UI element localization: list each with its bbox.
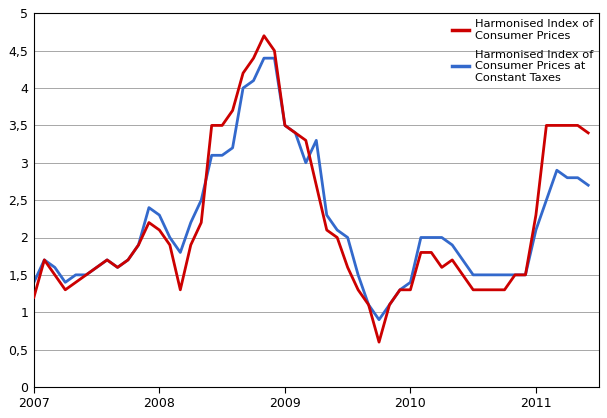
Harmonised Index of
Consumer Prices at
Constant Taxes — [124, 257, 132, 263]
Line: Harmonised Index of
Consumer Prices at
Constant Taxes: Harmonised Index of Consumer Prices at C… — [34, 58, 588, 320]
Harmonised Index of
Consumer Prices at
Constant Taxes — [585, 183, 592, 188]
Harmonised Index of
Consumer Prices — [344, 265, 351, 270]
Harmonised Index of
Consumer Prices — [585, 130, 592, 135]
Harmonised Index of
Consumer Prices — [386, 302, 393, 307]
Harmonised Index of
Consumer Prices at
Constant Taxes — [260, 56, 268, 61]
Harmonised Index of
Consumer Prices — [375, 339, 382, 344]
Line: Harmonised Index of
Consumer Prices: Harmonised Index of Consumer Prices — [34, 36, 588, 342]
Harmonised Index of
Consumer Prices — [30, 295, 38, 300]
Harmonised Index of
Consumer Prices — [239, 71, 246, 76]
Harmonised Index of
Consumer Prices at
Constant Taxes — [344, 235, 351, 240]
Legend: Harmonised Index of
Consumer Prices, Harmonised Index of
Consumer Prices at
Cons: Harmonised Index of Consumer Prices, Har… — [449, 15, 597, 87]
Harmonised Index of
Consumer Prices — [428, 250, 435, 255]
Harmonised Index of
Consumer Prices — [260, 33, 268, 38]
Harmonised Index of
Consumer Prices at
Constant Taxes — [428, 235, 435, 240]
Harmonised Index of
Consumer Prices at
Constant Taxes — [375, 317, 382, 322]
Harmonised Index of
Consumer Prices at
Constant Taxes — [365, 302, 372, 307]
Harmonised Index of
Consumer Prices at
Constant Taxes — [239, 86, 246, 91]
Harmonised Index of
Consumer Prices — [124, 257, 132, 263]
Harmonised Index of
Consumer Prices at
Constant Taxes — [30, 280, 38, 285]
Harmonised Index of
Consumer Prices — [365, 302, 372, 307]
Harmonised Index of
Consumer Prices at
Constant Taxes — [386, 302, 393, 307]
